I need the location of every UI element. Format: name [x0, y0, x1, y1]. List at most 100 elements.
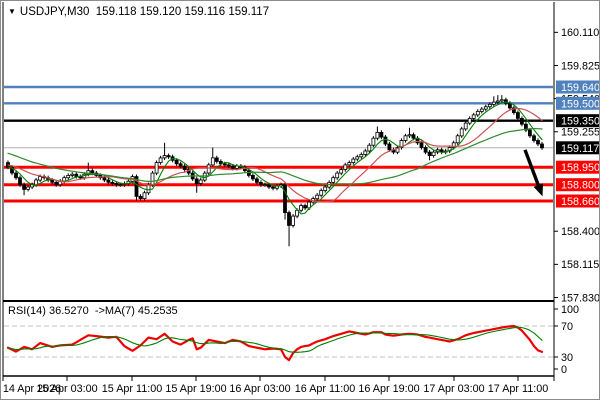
candle-bull — [471, 114, 476, 119]
price-badge-label: 159.640 — [561, 82, 599, 94]
candle-bear — [423, 147, 428, 153]
candle-bull — [455, 135, 460, 144]
candle-bull — [407, 134, 412, 137]
price-badge-label: 159.500 — [561, 98, 599, 110]
rsi-indicator-label: RSI(14) 36.5270 ->MA(7) 45.2535 — [8, 305, 178, 317]
chart-title: ▼ USDJPY,M30 159.118 159.120 159.116 159.… — [8, 6, 269, 18]
candle-bear — [22, 184, 27, 190]
candle-bull — [118, 184, 123, 187]
candle-bull — [475, 111, 480, 116]
candle-bull — [70, 173, 75, 176]
time-axis-label: 16 Apr 11:00 — [295, 383, 355, 395]
price-badge-label: 159.350 — [561, 116, 599, 128]
candle-bear — [50, 179, 55, 183]
candle-bear — [516, 112, 520, 119]
price-axis-label: 157.830 — [561, 292, 599, 304]
candle-bear — [226, 164, 231, 167]
candle-bear — [303, 205, 308, 209]
candle-bear — [524, 123, 528, 131]
candle-bear — [102, 177, 107, 181]
candle-bear — [258, 181, 263, 186]
symbol-dropdown-icon[interactable]: ▼ — [8, 7, 16, 16]
candle-bull — [479, 108, 484, 112]
candle-bear — [138, 195, 143, 200]
ma_fast-line — [7, 101, 543, 215]
rsi-ma-line — [7, 326, 543, 353]
price-badge-159.350 — [556, 114, 599, 128]
candle-bull — [347, 162, 352, 166]
candle-bull — [495, 100, 500, 103]
candle-bull — [146, 184, 151, 194]
candle-bear — [419, 142, 424, 148]
candle-bear — [528, 129, 532, 137]
rsi-scale-label: 0 — [561, 364, 567, 376]
candle-bull — [66, 174, 71, 179]
candle-bear — [387, 143, 392, 151]
time-axis-label: 15 Apr 11:00 — [102, 383, 162, 395]
time-axis-label: 14 Apr 2026 — [3, 383, 61, 395]
candle-bull — [331, 177, 336, 183]
candles-layer — [6, 95, 544, 247]
candle-bull — [142, 192, 147, 200]
candle-bull — [463, 122, 468, 130]
candle-bull — [467, 118, 472, 124]
candle-bear — [540, 143, 544, 149]
ohlc-readout: 159.118 159.120 159.116 159.117 — [95, 6, 270, 18]
candle-bull — [395, 147, 400, 153]
price-badge-158.950 — [556, 160, 599, 174]
candle-bull — [34, 179, 38, 186]
price-axis-label: 160.110 — [561, 27, 599, 39]
time-axis-label: 17 Apr 11:00 — [488, 383, 548, 395]
candle-bear — [14, 172, 18, 179]
rsi-scale-label: 100 — [561, 304, 579, 316]
ma_slow-line — [7, 128, 543, 186]
price-badge-158.660 — [556, 194, 599, 208]
price-badge-label: 158.660 — [561, 196, 599, 208]
price-badge-label: 158.950 — [561, 162, 599, 174]
candle-bear — [214, 157, 219, 162]
candle-bear — [114, 183, 119, 186]
time-axis-label: 16 Apr 19:00 — [358, 383, 419, 395]
rsi-line — [6, 324, 544, 362]
time-axis-label: 16 Apr 03:00 — [229, 383, 290, 395]
candle-bull — [210, 157, 215, 166]
candle-bear — [427, 151, 432, 157]
candle-bull — [367, 144, 372, 152]
candle-bear — [134, 176, 139, 197]
candle-bull — [355, 156, 360, 160]
candle-bull — [363, 150, 368, 155]
time-axis-label: 17 Apr 03:00 — [423, 383, 484, 395]
candle-bear — [507, 102, 512, 109]
candle-bull — [375, 131, 380, 139]
candle-bear — [267, 184, 271, 188]
price-axis-label: 158.400 — [561, 226, 599, 238]
candle-bear — [250, 174, 255, 180]
price-badge-159.500 — [556, 96, 599, 110]
price-axis-label: 159.255 — [561, 127, 599, 139]
projection-arrow[interactable] — [523, 149, 543, 197]
price-axis-label: 159.825 — [561, 60, 599, 72]
candle-bear — [379, 131, 384, 138]
candle-bull — [158, 157, 163, 163]
price-badge-158.800 — [556, 178, 599, 192]
candle-bear — [222, 163, 227, 166]
candle-bull — [351, 158, 356, 164]
candle-bull — [162, 155, 167, 159]
price-badge-159.640 — [556, 80, 599, 94]
candle-bear — [411, 134, 416, 139]
symbol-label: USDJPY,M30 — [19, 6, 90, 18]
price-badge-159.117 — [556, 141, 599, 155]
candle-bull — [335, 172, 340, 179]
candle-bear — [174, 159, 179, 165]
ma_mid-line — [7, 107, 543, 203]
time-axis-label: 15 Apr 03:00 — [36, 383, 97, 395]
candle-bear — [110, 181, 115, 184]
candle-bull — [459, 128, 464, 137]
price-badge-label: 158.800 — [561, 180, 599, 192]
candle-bear — [536, 140, 540, 145]
candle-bull — [451, 142, 456, 148]
candle-bear — [532, 135, 536, 141]
candle-bear — [230, 165, 235, 169]
